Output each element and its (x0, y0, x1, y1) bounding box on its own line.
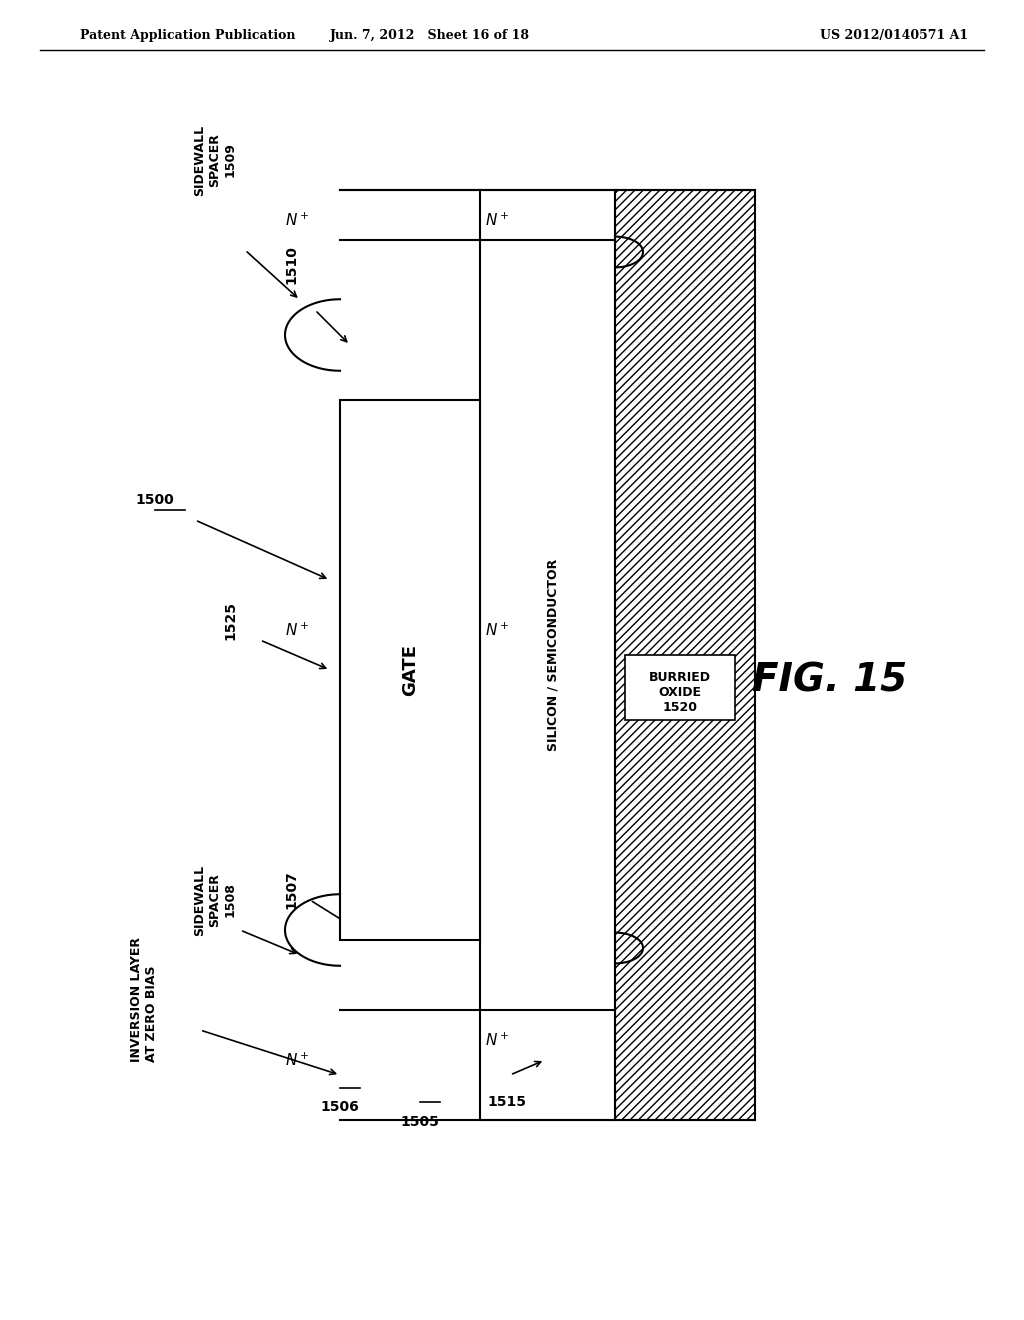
Text: $N^+$: $N^+$ (285, 211, 309, 228)
Text: 1525: 1525 (223, 601, 237, 639)
Text: SIDEWALL
SPACER
1508: SIDEWALL SPACER 1508 (194, 865, 237, 936)
Bar (340, 400, 480, 940)
Text: 1506: 1506 (321, 1100, 359, 1114)
Bar (480, 190, 615, 1119)
Text: $N^+$: $N^+$ (285, 1051, 309, 1069)
Text: GATE: GATE (401, 644, 419, 696)
Text: SILICON / SEMICONDUCTOR: SILICON / SEMICONDUCTOR (546, 558, 559, 751)
Text: Jun. 7, 2012   Sheet 16 of 18: Jun. 7, 2012 Sheet 16 of 18 (330, 29, 530, 41)
Text: $N^+$: $N^+$ (485, 211, 509, 228)
Text: 1520: 1520 (663, 701, 697, 714)
Bar (615, 190, 755, 1119)
Text: $N^+$: $N^+$ (485, 1031, 509, 1048)
Text: 1510: 1510 (284, 246, 298, 284)
Text: FIG. 15: FIG. 15 (753, 661, 907, 700)
Text: 1500: 1500 (135, 492, 174, 507)
Text: 1507: 1507 (284, 871, 298, 909)
Text: BURRIED: BURRIED (649, 671, 711, 684)
Text: Patent Application Publication: Patent Application Publication (80, 29, 296, 41)
Text: OXIDE: OXIDE (658, 686, 701, 700)
Text: US 2012/0140571 A1: US 2012/0140571 A1 (820, 29, 968, 41)
Text: $N^+$: $N^+$ (485, 622, 509, 639)
Text: 1505: 1505 (400, 1115, 439, 1129)
Text: $N^+$: $N^+$ (285, 622, 309, 639)
Text: SIDEWALL
SPACER
1509: SIDEWALL SPACER 1509 (194, 124, 237, 195)
Text: INVERSION LAYER
AT ZERO BIAS: INVERSION LAYER AT ZERO BIAS (130, 937, 158, 1063)
Text: 1515: 1515 (487, 1096, 526, 1109)
Bar (625, 655, 735, 719)
